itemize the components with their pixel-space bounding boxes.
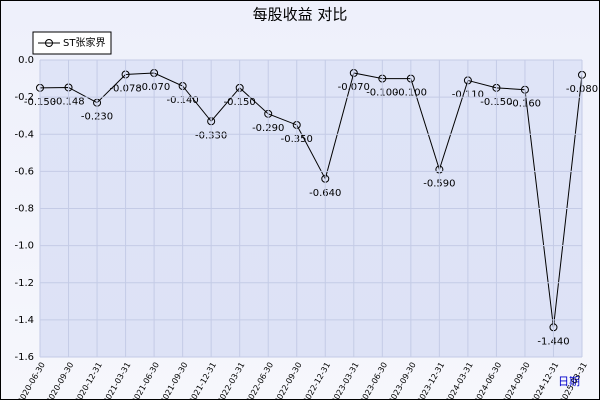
legend-marker <box>45 39 53 47</box>
y-tick-label: -0.4 <box>14 129 34 140</box>
legend-label: ST张家界 <box>63 36 105 49</box>
y-tick-label: -0.6 <box>14 166 34 177</box>
legend: ST张家界 <box>32 31 583 358</box>
legend-box <box>32 31 112 55</box>
y-tick-label: -1.0 <box>14 241 34 252</box>
y-tick-label: -1.6 <box>14 352 34 363</box>
y-tick-label: -0.2 <box>14 92 34 103</box>
y-tick-label: -0.8 <box>14 204 34 215</box>
x-axis-label: 日期 <box>558 375 580 388</box>
y-tick-label: -1.2 <box>14 278 34 289</box>
y-tick-label: 0.0 <box>18 55 34 66</box>
chart-title: 每股收益 对比 <box>253 6 348 24</box>
y-tick-label: -1.4 <box>14 315 34 326</box>
series-line <box>39 72 583 328</box>
